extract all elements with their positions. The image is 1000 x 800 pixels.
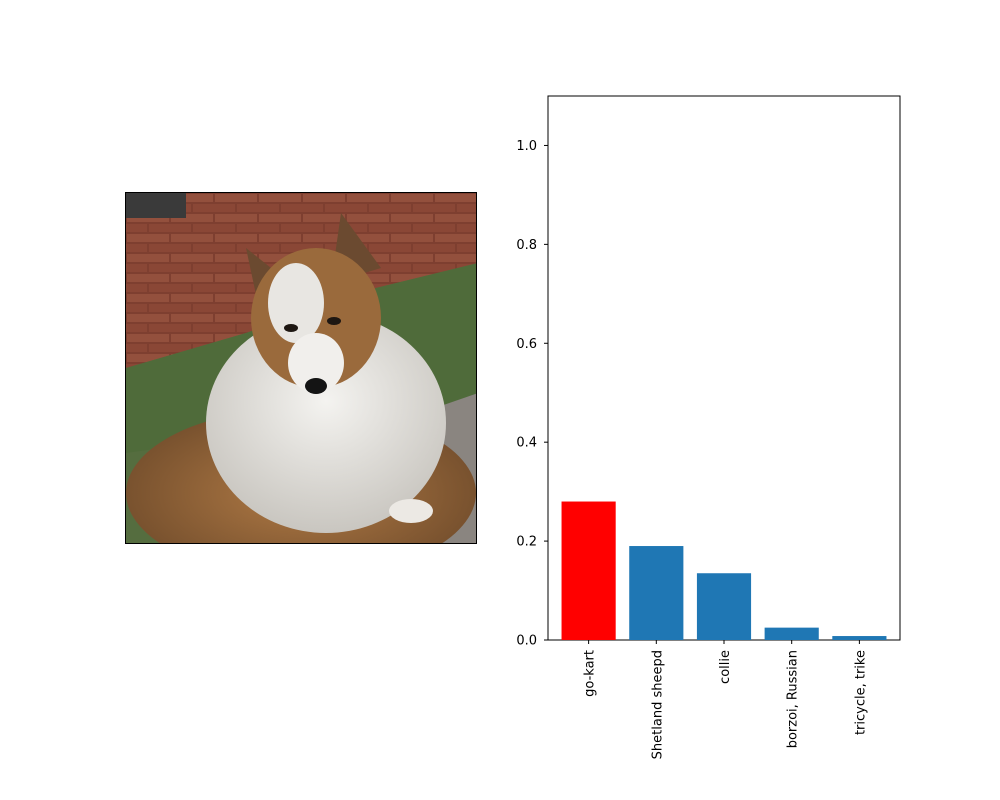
x-axis-ticks: go-kart Shetland sheepd collie borzoi, Russ… bbox=[583, 640, 868, 759]
x-tick-label-2: collie bbox=[718, 650, 733, 684]
bar-3 bbox=[764, 627, 819, 640]
bar-2 bbox=[696, 573, 752, 640]
bar-1 bbox=[629, 546, 684, 640]
y-tick-label-1: 0.2 bbox=[516, 535, 537, 550]
x-tick-label-0: go-kart bbox=[583, 650, 598, 697]
x-tick-label-1: Shetland sheepd bbox=[650, 650, 665, 759]
dog-photo-illustration bbox=[126, 193, 476, 543]
y-tick-label-3: 0.6 bbox=[516, 337, 537, 352]
dog-photo bbox=[125, 192, 477, 544]
y-tick-label-5: 1.0 bbox=[516, 139, 537, 154]
y-axis-ticks: 0.0 0.2 0.4 0.6 0.8 1.0 bbox=[516, 139, 548, 649]
y-tick-label-0: 0.0 bbox=[516, 634, 537, 649]
x-tick-label-4: tricycle, trike bbox=[853, 650, 868, 735]
y-tick-label-2: 0.4 bbox=[516, 436, 537, 451]
bar-0 bbox=[561, 501, 616, 640]
bar-4 bbox=[832, 636, 887, 640]
y-tick-label-4: 0.8 bbox=[516, 238, 537, 253]
bars bbox=[561, 501, 887, 640]
x-tick-label-3: borzoi, Russian bbox=[786, 650, 801, 748]
